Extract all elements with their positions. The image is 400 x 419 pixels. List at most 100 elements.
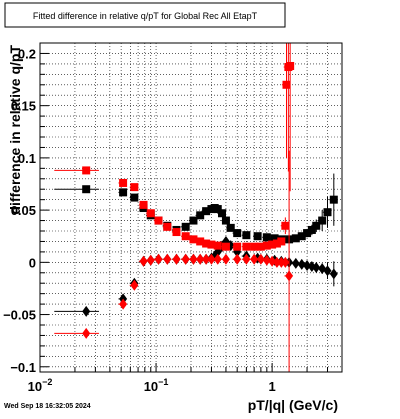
data-point-square [196, 211, 205, 220]
data-point-square [82, 166, 91, 175]
data-point-square [181, 222, 190, 231]
data-point-diamond [119, 298, 128, 310]
x-axis-label: pT/|q| (GeV/c) [248, 397, 338, 413]
data-point-diamond [154, 253, 163, 265]
data-point-square [253, 232, 262, 241]
data-point-square [207, 240, 216, 249]
data-point-square [286, 61, 295, 70]
data-point-diamond [297, 258, 306, 270]
data-point-diamond [281, 256, 290, 268]
data-point-square [189, 216, 198, 225]
timestamp-footer: Wed Sep 18 16:32:05 2024 [4, 403, 91, 410]
data-point-diamond [202, 253, 211, 265]
data-point-square [282, 80, 291, 89]
y-tick-label: −0.05 [3, 308, 36, 323]
data-point-diamond [291, 257, 300, 269]
data-point-square [256, 242, 265, 251]
data-point-square [262, 233, 271, 242]
data-point-square [297, 232, 306, 241]
data-point-square [130, 183, 139, 192]
data-point-square [303, 229, 312, 238]
data-point-square [218, 209, 227, 218]
chart-title: Fitted difference in relative q/pT for G… [33, 11, 258, 21]
data-point-square [163, 222, 172, 231]
data-point-square [213, 205, 222, 214]
y-tick-label: 0.2 [18, 46, 36, 61]
data-point-diamond [233, 253, 242, 265]
data-point-square [281, 221, 290, 230]
data-point-square [181, 232, 190, 241]
data-point-square [196, 237, 205, 246]
data-point-square [226, 223, 235, 232]
data-point-square [221, 242, 230, 251]
series-2 [54, 43, 295, 251]
data-point-square [154, 216, 163, 225]
x-tick-label: 10−1 [144, 377, 169, 394]
data-point-square [272, 239, 281, 248]
data-point-square [250, 242, 259, 251]
data-point-square [318, 216, 327, 225]
data-point-square [323, 208, 332, 217]
x-tick-label: 10−2 [28, 377, 53, 394]
data-point-diamond [163, 253, 172, 265]
data-point-square [146, 209, 155, 218]
data-point-square [130, 193, 139, 202]
data-point-diamond [82, 305, 91, 317]
data-point-diamond [82, 327, 91, 339]
data-point-square [307, 225, 316, 234]
x-tick-label: 1 [269, 379, 276, 394]
data-point-square [172, 228, 181, 237]
data-point-square [291, 234, 300, 243]
data-point-diamond [303, 259, 312, 271]
y-axis-label: difference in relative q/pT [7, 45, 23, 215]
data-point-diamond [256, 253, 265, 265]
data-point-square [119, 188, 128, 197]
data-point-square [202, 207, 211, 216]
data-point-square [202, 239, 211, 248]
data-point-square [221, 216, 230, 225]
data-point-diamond [242, 253, 251, 265]
data-point-square [233, 242, 242, 251]
y-tick-label: 0.1 [18, 151, 36, 166]
data-point-diamond [262, 254, 271, 266]
grid-lines [39, 43, 343, 372]
data-point-square [277, 237, 286, 246]
y-tick-label: −0.1 [10, 360, 36, 375]
data-point-square [312, 221, 321, 230]
data-point-square [329, 195, 338, 204]
data-point-square [262, 241, 271, 250]
y-tick-label: 0.05 [11, 203, 36, 218]
data-point-square [242, 231, 251, 240]
data-point-diamond [181, 253, 190, 265]
y-tick-label: 0.15 [11, 99, 36, 114]
data-point-square [82, 185, 91, 194]
data-point-square [213, 241, 222, 250]
data-series [54, 43, 338, 372]
title-box [4, 2, 286, 28]
data-point-square [242, 242, 251, 251]
axes: 10−2 10−1 1 −0.1 −0.05 0 0.05 0.1 0.15 0.2 [3, 46, 343, 394]
data-point-diamond [213, 253, 222, 265]
data-point-square [268, 240, 277, 249]
data-point-diamond [146, 254, 155, 266]
data-point-square [119, 178, 128, 187]
data-point-diamond [207, 253, 216, 265]
data-point-square [139, 200, 148, 209]
data-point-diamond [172, 253, 181, 265]
data-point-diamond [139, 255, 148, 267]
data-point-diamond [130, 279, 139, 291]
data-point-diamond [250, 253, 259, 265]
data-point-square [270, 234, 279, 243]
data-point-diamond [285, 270, 294, 282]
data-point-diamond [189, 253, 198, 265]
data-point-diamond [221, 253, 230, 265]
y-tick-label: 0 [29, 255, 36, 270]
data-point-diamond [312, 262, 321, 274]
data-point-square [233, 229, 242, 238]
data-point-diamond [196, 253, 205, 265]
series-3 [54, 150, 294, 372]
data-point-square [189, 235, 198, 244]
